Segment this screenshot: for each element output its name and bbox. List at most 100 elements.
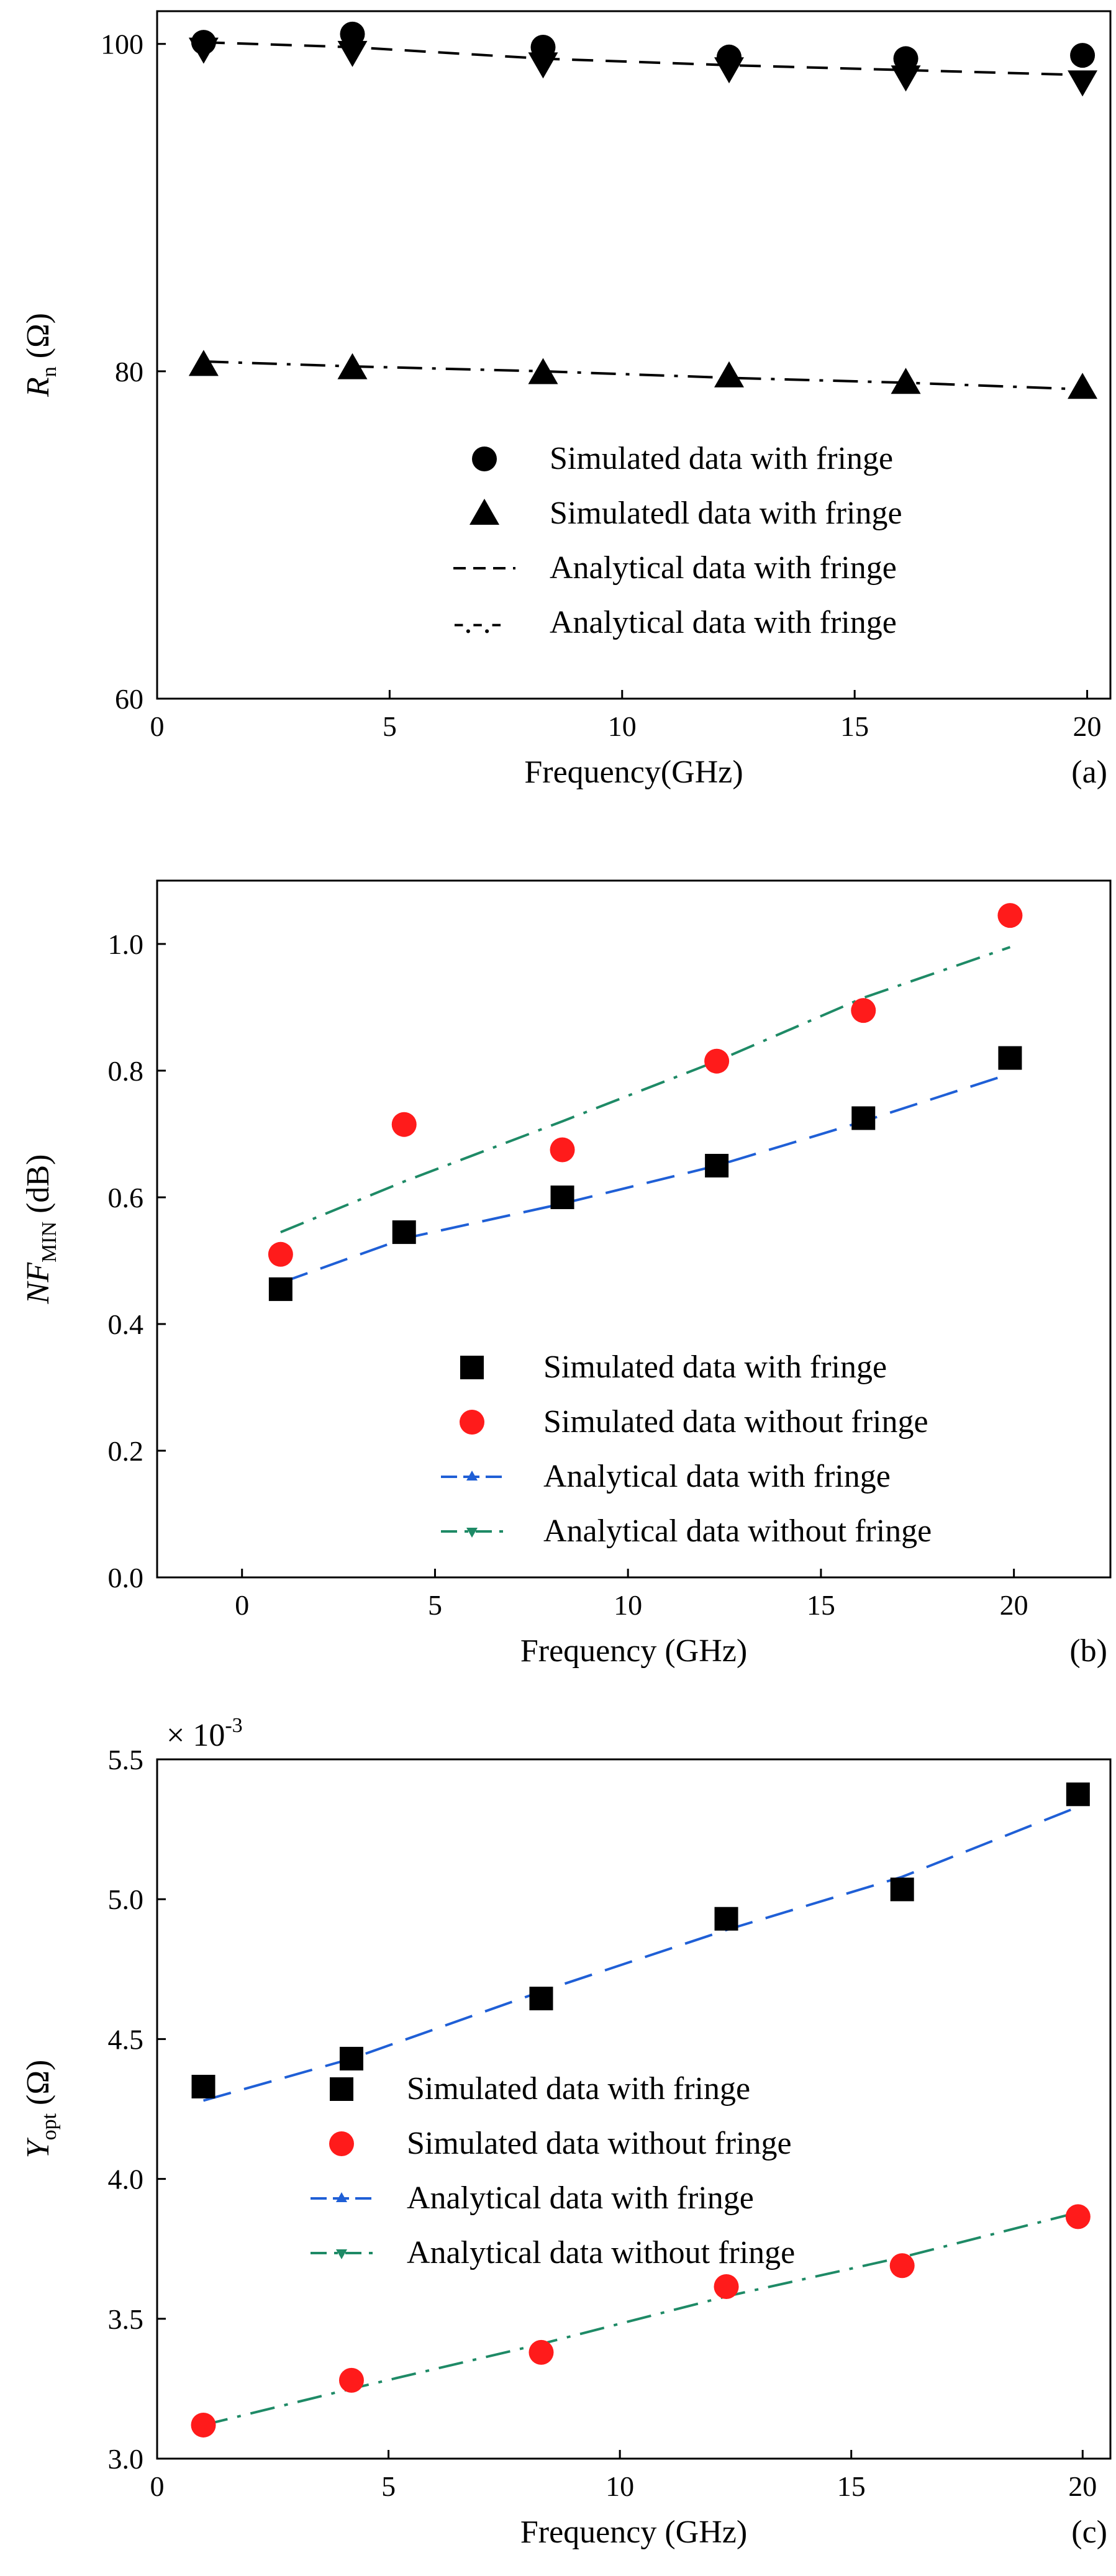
legend-symbol-marker xyxy=(336,2249,347,2259)
x-tick-label: 10 xyxy=(606,2470,634,2502)
data-point-1 xyxy=(891,65,921,92)
plot-frame xyxy=(156,879,1112,1579)
y-axis-title-unit: (Ω) xyxy=(20,2060,56,2113)
x-tick-label: 10 xyxy=(614,1589,642,1621)
data-point-1 xyxy=(337,40,368,67)
chart-panel-c: 0 5 10 15 20 3.0 3.5 4.0 4.5 5.0 5.5 Frequency (GHz… xyxy=(20,1714,1112,2550)
series-line-3 xyxy=(203,41,1083,76)
legend-label: Analytical data without fringe xyxy=(543,1513,932,1549)
legend-label: Simulatedl data with fringe xyxy=(550,496,902,531)
x-tick-label: 5 xyxy=(381,2470,396,2502)
x-tick-label: 0 xyxy=(235,1589,249,1621)
data-point-0 xyxy=(1066,1782,1090,1807)
data-point-1 xyxy=(191,2412,216,2438)
y-tick-label: 4.0 xyxy=(108,2164,144,2195)
data-point-0 xyxy=(851,1106,876,1130)
data-point-2 xyxy=(188,350,219,376)
x-tick-label: 5 xyxy=(428,1589,442,1621)
y-tick-label: 0.4 xyxy=(108,1308,144,1340)
y-tick-label: 80 xyxy=(115,356,143,388)
series-line-3 xyxy=(203,2211,1079,2426)
data-point-1 xyxy=(338,2367,364,2393)
data-point-2 xyxy=(891,368,921,394)
legend-label: Analytical data with fringe xyxy=(407,2180,754,2216)
legend-symbol xyxy=(472,447,497,471)
chart-panel-a: 0 5 10 15 20 60 80 100 Frequency(GHz) (a) Rn (Ω) Si… xyxy=(20,10,1112,790)
x-tick-label: 10 xyxy=(608,710,637,742)
legend-label: Simulated data without fringe xyxy=(543,1404,928,1440)
data-point-0 xyxy=(893,46,919,71)
panel-tag: (b) xyxy=(1069,1633,1107,1669)
x-axis-title: Frequency(GHz) xyxy=(524,755,743,790)
data-point-1 xyxy=(704,1048,730,1074)
data-point-1 xyxy=(550,1137,575,1163)
data-point-2 xyxy=(528,358,558,384)
x-tick-label: 15 xyxy=(837,2470,866,2502)
plot-frame xyxy=(156,1758,1112,2460)
y-tick-label: 0.6 xyxy=(108,1182,144,1213)
y-axis-title-unit: (Ω) xyxy=(20,313,56,366)
x-tick-label: 15 xyxy=(840,710,869,742)
legend-label: Analytical data with fringe xyxy=(550,550,897,586)
y-axis-title: Yopt (Ω) xyxy=(20,2060,61,2159)
legend-symbol xyxy=(329,2131,354,2156)
legend-symbol xyxy=(330,2077,353,2101)
y-axis-title-main: NF xyxy=(20,1262,56,1305)
y-tick-label: 0.2 xyxy=(108,1435,144,1467)
y-tick-label: 1.0 xyxy=(108,928,144,960)
legend-symbol-marker xyxy=(466,1471,478,1481)
x-tick-label: 5 xyxy=(383,710,397,742)
y-tick-label: 4.5 xyxy=(108,2023,144,2055)
data-point-0 xyxy=(705,1154,729,1177)
y-axis-title-unit: (dB) xyxy=(20,1154,56,1222)
x-tick-label: 20 xyxy=(1068,2470,1097,2502)
y-tick-label: 100 xyxy=(101,29,143,60)
data-point-1 xyxy=(714,2274,739,2300)
legend-symbol: -.-.- xyxy=(453,605,502,640)
legend: Simulated data with fringe Simulated data… xyxy=(311,2071,795,2270)
data-point-0 xyxy=(890,1877,914,1902)
data-point-2 xyxy=(1068,373,1098,399)
y-multiplier-exp: -3 xyxy=(225,1714,242,1737)
data-point-1 xyxy=(851,998,876,1023)
y-axis-title-sub: opt xyxy=(38,2113,61,2140)
data-point-1 xyxy=(1068,70,1098,97)
data-point-1 xyxy=(714,57,744,84)
data-point-0 xyxy=(550,1186,574,1209)
x-tick-label: 15 xyxy=(807,1589,835,1621)
data-point-1 xyxy=(1065,2204,1091,2229)
y-multiplier: × 10-3 xyxy=(166,1714,243,1753)
legend: Simulated data with fringe Simulated data… xyxy=(441,1349,932,1549)
y-tick-label: 60 xyxy=(115,683,143,715)
panel-tag: (c) xyxy=(1071,2515,1107,2550)
y-axis-title-sub: MIN xyxy=(38,1222,61,1263)
data-point-0 xyxy=(714,1907,738,1931)
data-point-0 xyxy=(392,1220,416,1245)
data-point-1 xyxy=(889,2253,915,2279)
y-tick-label: 3.5 xyxy=(108,2303,144,2335)
chart-panel-b: 0 5 10 15 20 0.0 0.2 0.4 0.6 0.8 1.0 Frequency (GHz… xyxy=(20,879,1112,1669)
y-multiplier-base: × 10 xyxy=(166,1718,225,1753)
data-point-0 xyxy=(191,2074,215,2098)
series-line-2 xyxy=(280,1073,1011,1284)
series-line-3 xyxy=(280,946,1011,1233)
legend-symbol-marker xyxy=(336,2192,347,2202)
x-tick-label: 0 xyxy=(150,710,165,742)
y-tick-label: 5.0 xyxy=(108,1884,144,1915)
data-point-1 xyxy=(268,1241,293,1267)
x-axis-title: Frequency (GHz) xyxy=(520,2515,747,2550)
y-axis-title-main: R xyxy=(20,377,56,397)
data-point-1 xyxy=(529,2339,554,2365)
legend-symbol-marker xyxy=(466,1528,478,1538)
x-tick-label: 0 xyxy=(150,2470,165,2502)
data-point-0 xyxy=(998,1046,1022,1070)
legend: Simulated data with fringe Simulatedl dat… xyxy=(453,441,902,640)
legend-symbol xyxy=(470,499,499,525)
y-axis-title-main: Y xyxy=(20,2137,56,2158)
y-tick-label: 0.8 xyxy=(108,1055,144,1087)
legend-label: Analytical data with fringe xyxy=(550,605,897,640)
legend-symbol xyxy=(460,1356,484,1379)
series-line-4 xyxy=(203,360,1083,391)
data-point-0 xyxy=(339,2046,363,2070)
